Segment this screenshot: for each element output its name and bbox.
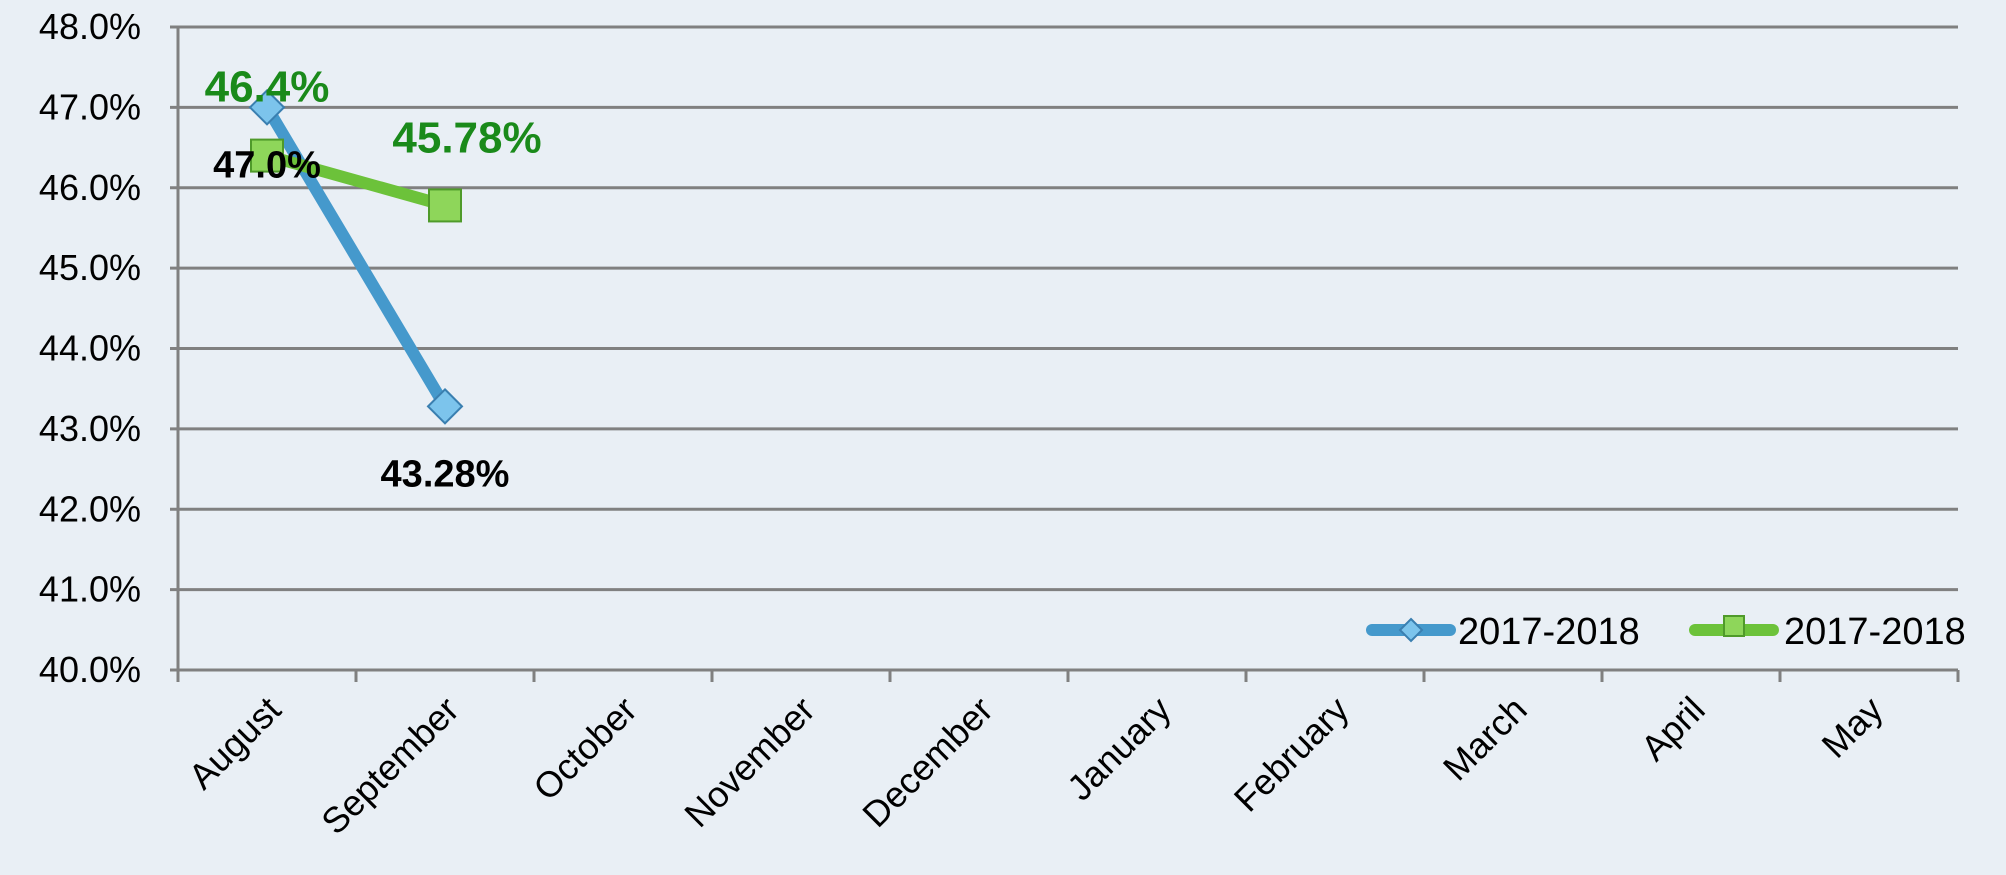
point-marker <box>250 138 284 173</box>
point-marker <box>428 188 462 223</box>
data-label: 47.0% <box>213 144 321 186</box>
series-group <box>248 88 464 425</box>
legend: 2017-2018 2017-2018 <box>1366 611 1966 653</box>
y-tick-label: 41.0% <box>39 569 141 610</box>
point-marker <box>426 387 464 425</box>
gridlines <box>178 25 1958 672</box>
legend-label: 2017-2018 <box>1784 611 1966 653</box>
data-label: 46.4% <box>205 63 330 112</box>
axes <box>170 25 1960 682</box>
y-tick-label: 47.0% <box>39 86 141 127</box>
y-tick-label: 44.0% <box>39 328 141 369</box>
legend-label: 2017-2018 <box>1458 611 1640 653</box>
data-label: 45.78% <box>392 113 541 162</box>
legend-item: 2017-2018 <box>1366 611 1640 653</box>
y-tick-label: 45.0% <box>39 247 141 288</box>
legend-item: 2017-2018 <box>1689 611 1966 653</box>
series-line <box>261 149 451 212</box>
y-tick-label: 48.0% <box>39 6 141 47</box>
y-axis-tick-labels: 40.0% 41.0% 42.0% 43.0% 44.0% 45.0% 46.0% 47.0%… <box>39 6 141 690</box>
y-tick-label: 40.0% <box>39 649 141 690</box>
data-label: 43.28% <box>381 453 510 495</box>
series-line <box>261 101 451 413</box>
data-labels: 47.0% 43.28% 46.4% 45.78% <box>205 63 542 496</box>
legend-marker <box>1398 617 1424 643</box>
point-marker <box>248 88 286 126</box>
y-tick-label: 46.0% <box>39 167 141 208</box>
y-tick-label: 42.0% <box>39 488 141 529</box>
legend-marker <box>1723 615 1745 637</box>
y-tick-label: 43.0% <box>39 408 141 449</box>
